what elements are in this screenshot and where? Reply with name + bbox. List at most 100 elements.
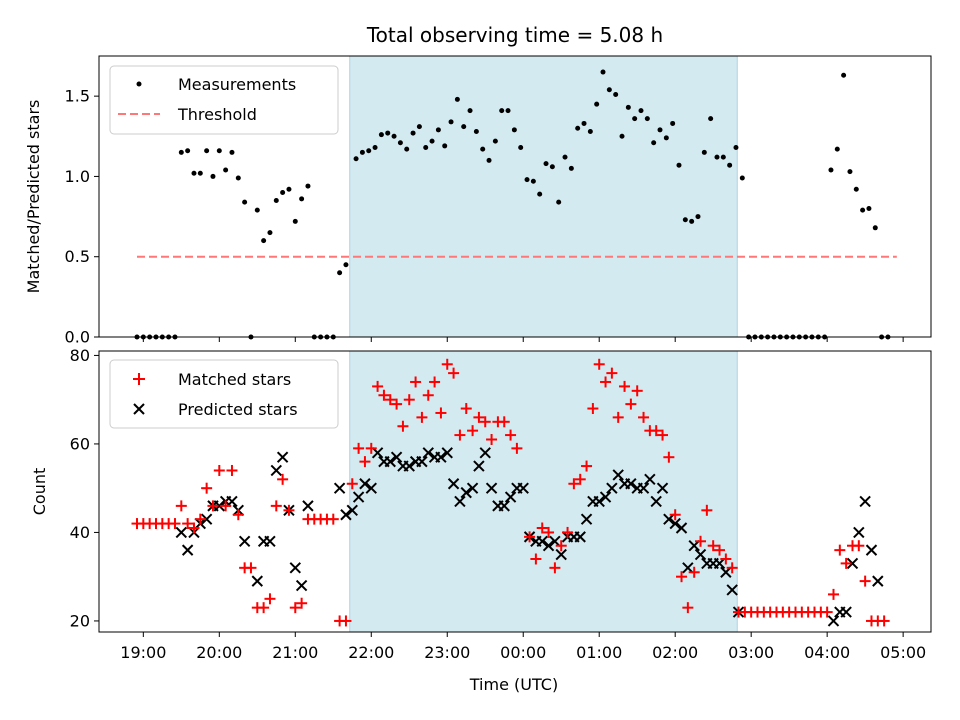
predicted-star-marker	[536, 535, 548, 547]
predicted-marker-stroke	[213, 500, 226, 512]
measurement-point	[410, 130, 416, 136]
matched-star-marker	[726, 562, 738, 574]
matched-star-marker	[568, 478, 580, 490]
measurement-point	[524, 177, 530, 183]
x-tick-label: 04:00	[804, 643, 850, 662]
predicted-marker-stroke	[625, 478, 637, 490]
count-axes-frame	[98, 350, 932, 633]
predicted-marker-stroke	[352, 491, 365, 503]
matched-star-marker	[840, 557, 852, 569]
matched-star-marker	[549, 562, 561, 574]
predicted-star-marker	[504, 491, 517, 503]
matched-star-marker	[340, 615, 352, 627]
matched-star-marker	[403, 394, 415, 406]
predicted-marker-stroke	[302, 500, 314, 512]
predicted-star-marker	[593, 495, 605, 508]
measurement-point	[663, 135, 669, 141]
measurement-point	[235, 175, 241, 181]
measurement-point	[178, 149, 184, 155]
predicted-marker-stroke	[688, 540, 700, 552]
predicted-star-marker	[859, 495, 871, 508]
measurement-point	[613, 92, 619, 98]
predicted-marker-stroke	[606, 482, 618, 494]
measurement-point	[492, 138, 498, 144]
measurement-point	[261, 238, 267, 244]
measurement-point	[708, 116, 714, 122]
predicted-star-marker	[872, 575, 884, 587]
predicted-star-marker	[682, 562, 694, 574]
matched-star-marker	[657, 429, 669, 441]
measurement-point	[733, 145, 739, 151]
measurement-point	[359, 149, 365, 155]
predicted-marker-stroke	[359, 478, 371, 490]
predicted-marker-stroke	[593, 495, 605, 508]
predicted-star-marker	[574, 531, 586, 543]
matched-star-marker	[511, 442, 523, 454]
matched-star-marker	[587, 403, 599, 415]
matched-star-marker	[289, 602, 301, 614]
measurement-point	[581, 120, 587, 126]
predicted-star-marker	[606, 482, 618, 494]
predicted-star-marker	[827, 615, 840, 627]
predicted-star-marker	[625, 478, 637, 490]
predicted-star-marker	[200, 513, 213, 525]
matched-star-marker	[606, 367, 618, 379]
predicted-star-marker	[542, 540, 555, 552]
matched-star-marker	[226, 464, 238, 476]
predicted-star-marker	[637, 482, 650, 494]
matched-star-marker	[650, 425, 662, 437]
measurement-point	[727, 162, 733, 168]
matched-star-marker	[277, 473, 289, 485]
matched-star-marker	[555, 540, 567, 552]
predicted-marker-stroke	[865, 544, 878, 556]
count-x-ticks: 19:00 20:00 21:00 22:00 23:00 00:00 01:00 02:00…	[120, 632, 926, 662]
measurement-point	[299, 196, 305, 202]
measurement-point	[638, 108, 644, 114]
observing-interval-shade-bottom	[349, 350, 738, 633]
x-tick-label: 19:00	[120, 643, 166, 662]
x-tick-label: 03:00	[728, 643, 774, 662]
measurement-point	[353, 156, 359, 162]
predicted-star-marker	[238, 535, 251, 547]
predicted-marker-stroke	[872, 575, 884, 587]
measurement-point	[625, 104, 631, 110]
predicted-marker-stroke	[340, 509, 352, 521]
measurement-point	[600, 69, 606, 75]
predicted-star-marker	[688, 540, 700, 552]
matched-star-marker	[695, 535, 707, 547]
matched-star-marker	[283, 504, 295, 516]
matched-star-marker	[707, 540, 719, 552]
measurement-point	[651, 140, 657, 146]
predicted-marker-stroke	[840, 606, 852, 618]
predicted-marker-stroke	[485, 482, 498, 494]
predicted-marker-stroke	[656, 482, 669, 494]
predicted-marker-stroke	[549, 535, 561, 547]
measurement-point	[273, 198, 279, 204]
measurement-point	[242, 199, 248, 205]
matched-star-marker	[682, 602, 694, 614]
predicted-marker-stroke	[200, 513, 213, 525]
predicted-star-marker	[289, 562, 301, 574]
predicted-marker-stroke	[713, 557, 726, 570]
matched-star-marker	[505, 429, 517, 441]
predicted-marker-stroke	[517, 482, 529, 494]
x-tick-label: 22:00	[348, 643, 394, 662]
predicted-star-marker	[181, 544, 194, 556]
matched-star-marker	[581, 460, 593, 472]
predicted-star-marker	[365, 482, 377, 494]
predicted-star-marker	[226, 495, 238, 508]
predicted-star-marker	[694, 548, 707, 561]
predicted-star-marker	[650, 495, 662, 508]
predicted-star-marker	[599, 491, 612, 503]
predicted-marker-stroke	[555, 548, 567, 561]
predicted-marker-stroke	[574, 531, 586, 543]
matched-star-marker	[410, 376, 422, 388]
predicted-star-marker	[447, 478, 460, 490]
matched-star-marker	[536, 522, 548, 534]
matched-star-marker	[625, 398, 637, 410]
ratio-axes-frame	[98, 55, 932, 338]
y-tick-label: 60	[70, 434, 90, 453]
predicted-star-marker	[441, 447, 453, 459]
x-tick-label: 02:00	[652, 643, 698, 662]
ratio-y-axis-label: Matched/Predicted stars	[24, 100, 43, 294]
